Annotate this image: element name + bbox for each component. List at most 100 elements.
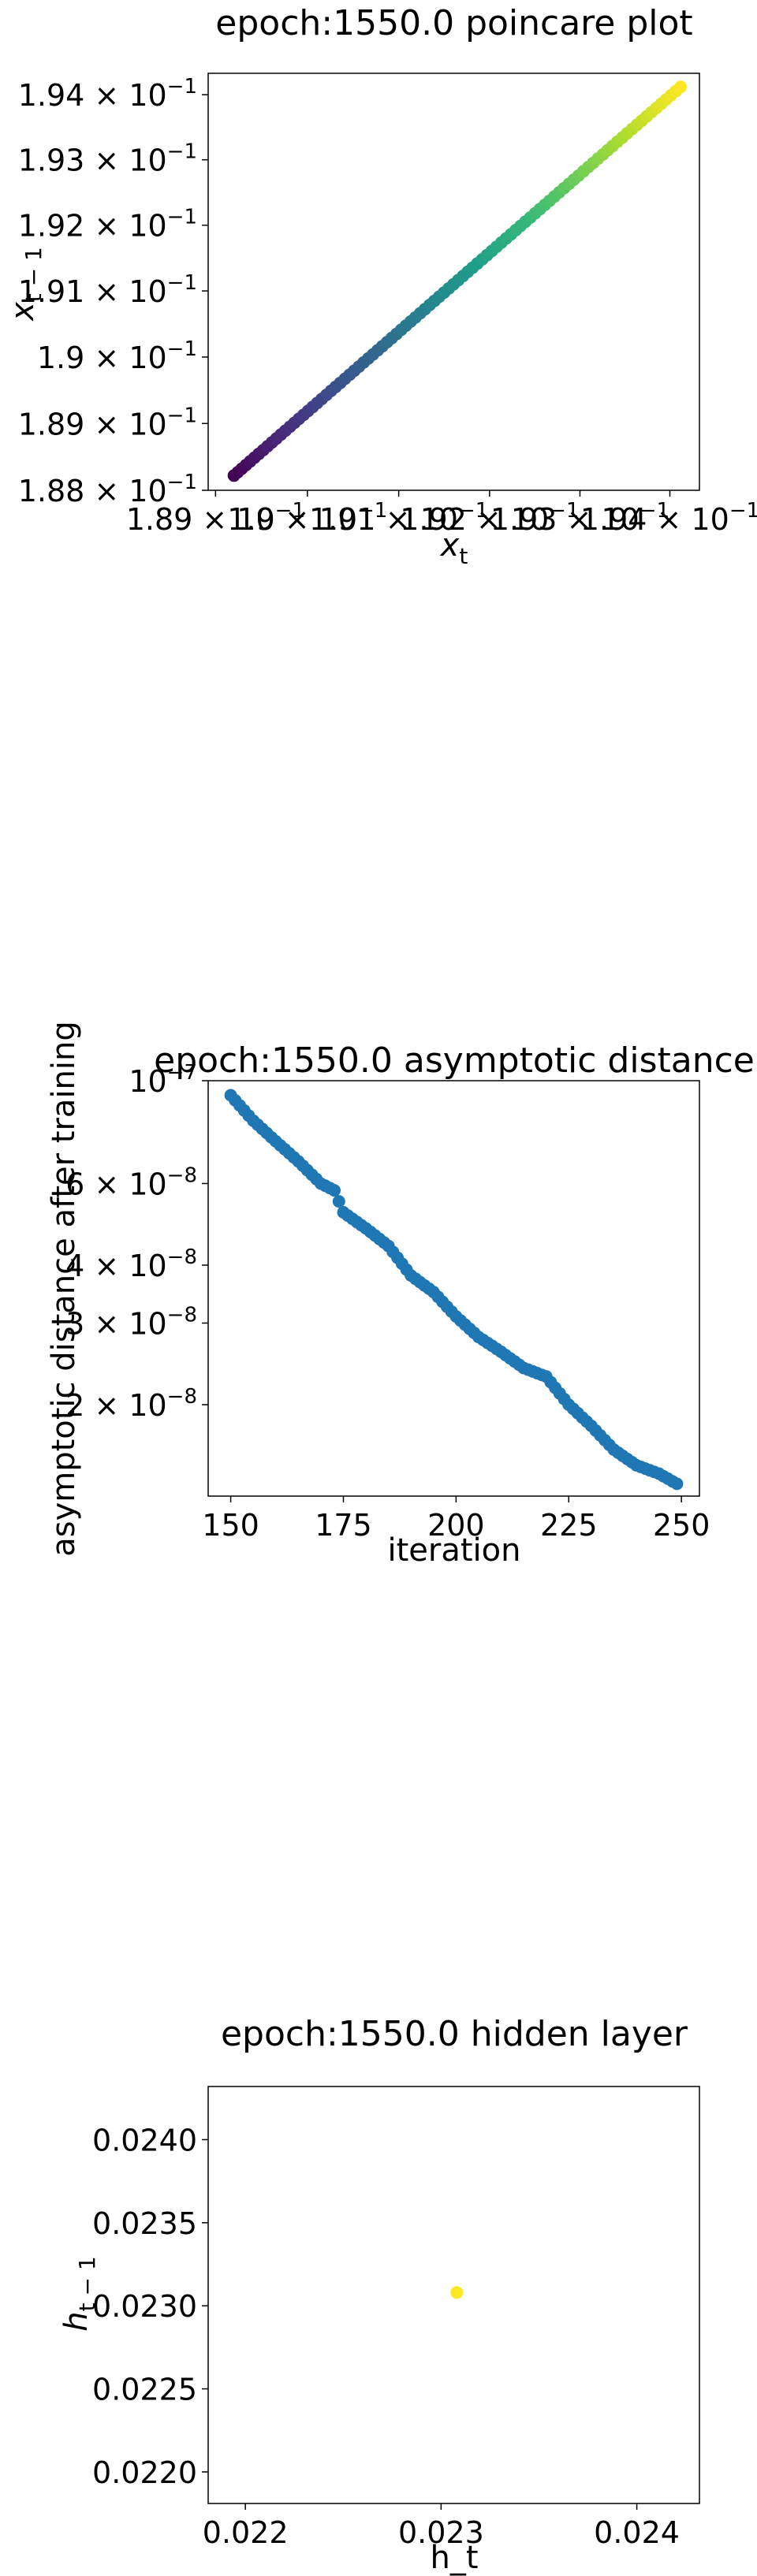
chart3-x-tick-label: 0.022 xyxy=(203,2515,289,2550)
chart3-plot-area xyxy=(207,2086,700,2504)
chart1-y-ticks: 1.88 × 10−11.89 × 10−11.9 × 10−11.91 × 1… xyxy=(18,75,208,508)
chart1-y-tick-label-mantissa: 1.91 xyxy=(18,274,85,309)
chart1-y-tick-label-base: 10 xyxy=(129,474,166,508)
chart3-title: epoch:1550.0 hidden layer xyxy=(221,2014,688,2054)
chart2-x-tick-label: 175 xyxy=(315,1508,372,1543)
chart2-y-tick-label-times: × xyxy=(84,1306,129,1341)
chart3-y-tick-label: 0.0225 xyxy=(92,2373,197,2407)
chart2-y-tick-label: 2 × 10−8 xyxy=(65,1385,197,1423)
chart2-y-tick-label-exponent: −8 xyxy=(167,1163,197,1187)
chart3-point xyxy=(450,2286,464,2299)
chart1-points xyxy=(227,80,688,482)
chart1-x-tick-label-exponent: −1 xyxy=(640,499,669,523)
chart2-point xyxy=(332,1195,345,1208)
chart2-y-tick-label-base: 10 xyxy=(129,1064,166,1099)
hidden-layer-plot: epoch:1550.0 hidden layer 0.022 0.023 0.02… xyxy=(58,2014,700,2576)
chart1-x-tick-label-times: × xyxy=(647,502,691,537)
chart1-y-tick-label-mantissa: 1.94 xyxy=(18,78,85,113)
chart1-y-tick-label: 1.88 × 10−1 xyxy=(18,471,197,508)
chart1-y-tick-label-exponent: −1 xyxy=(167,206,197,229)
chart1-y-tick-label-base: 10 xyxy=(129,143,166,178)
chart3-x-label: h_t xyxy=(430,2540,478,2576)
chart2-y-tick-label-base: 10 xyxy=(129,1167,166,1201)
chart1-y-tick-label: 1.94 × 10−1 xyxy=(18,75,197,113)
chart1-y-tick-label-exponent: −1 xyxy=(167,471,197,494)
chart3-y-tick-label: 0.0220 xyxy=(92,2455,197,2490)
chart1-x-tick-label-times: × xyxy=(467,502,511,537)
chart1-y-tick-label-base: 10 xyxy=(129,341,166,375)
chart2-y-tick-label: 10−7 xyxy=(129,1061,197,1099)
chart1-y-tick-label-exponent: −1 xyxy=(167,337,197,361)
chart2-y-tick-label-base: 10 xyxy=(129,1249,166,1283)
chart1-x-tick-label-base: 10 xyxy=(237,502,274,537)
chart2-y-tick-label-mantissa: 4 xyxy=(65,1249,84,1283)
chart2-point xyxy=(328,1184,341,1197)
chart2-y-tick-label: 6 × 10−8 xyxy=(65,1163,197,1201)
chart3-y-ticks: 0.0220 0.0225 0.0230 0.0235 0.0240 xyxy=(92,2123,208,2490)
chart1-x-tick-label-exponent: −1 xyxy=(729,499,757,523)
chart1-y-tick-label-exponent: −1 xyxy=(167,271,197,295)
chart1-x-tick-label-times: × xyxy=(557,502,601,537)
poincare-plot: epoch:1550.0 poincare plot 1.89 × 10−11.… xyxy=(5,3,757,569)
chart1-x-tick-label: 1.93 × 10−1 xyxy=(490,499,669,537)
chart3-y-tick-label: 0.0240 xyxy=(92,2123,197,2157)
chart2-x-tick-label: 150 xyxy=(202,1508,259,1543)
chart2-point xyxy=(670,1477,684,1491)
chart2-y-tick-label-exponent: −7 xyxy=(167,1061,197,1085)
chart3-y-label: ht − 1 xyxy=(58,2256,100,2331)
chart2-y-tick-label-exponent: −8 xyxy=(167,1385,197,1409)
chart1-y-tick-label-base: 10 xyxy=(129,209,166,244)
chart1-y-tick-label-exponent: −1 xyxy=(167,404,197,427)
chart1-x-tick-label-base: 10 xyxy=(601,502,639,537)
chart1-y-tick-label-times: × xyxy=(84,143,129,178)
chart2-y-tick-label-mantissa: 6 xyxy=(65,1167,84,1201)
chart2-x-ticks: 150 175 200 225 250 xyxy=(202,1496,710,1543)
chart2-y-tick-label-mantissa: 2 xyxy=(65,1388,84,1423)
chart2-y-ticks: 10−76 × 10−84 × 10−83 × 10−82 × 10−8 xyxy=(65,1061,208,1423)
chart2-x-tick-label: 225 xyxy=(540,1508,598,1543)
chart1-y-tick-label-mantissa: 1.89 xyxy=(18,407,85,441)
chart1-x-tick-label-base: 10 xyxy=(691,502,729,537)
chart1-x-tick-label-exponent: −1 xyxy=(458,499,488,523)
chart1-x-label: xt xyxy=(439,527,468,569)
chart2-y-tick-label: 4 × 10−8 xyxy=(65,1245,197,1283)
chart1-y-tick-label-base: 10 xyxy=(129,274,166,309)
chart3-y-tick-label: 0.0230 xyxy=(92,2289,197,2324)
chart1-x-tick-label-base: 10 xyxy=(420,502,458,537)
chart3-x-tick-label: 0.024 xyxy=(594,2515,680,2550)
chart1-y-tick-label: 1.92 × 10−1 xyxy=(18,206,197,244)
chart2-points xyxy=(224,1089,684,1491)
chart1-x-tick-label-base: 10 xyxy=(319,502,357,537)
chart1-x-tick-label-exponent: −1 xyxy=(357,499,387,523)
chart1-y-tick-label-mantissa: 1.92 xyxy=(18,209,85,244)
chart1-y-tick-label-mantissa: 1.9 xyxy=(37,341,84,375)
chart1-y-tick-label: 1.89 × 10−1 xyxy=(18,404,197,441)
chart1-x-tick-label-times: × xyxy=(376,502,420,537)
chart1-y-tick-label: 1.93 × 10−1 xyxy=(18,140,197,178)
asymptotic-distance-plot: epoch:1550.0 asymptotic distance 150 175 2… xyxy=(46,1021,755,1569)
chart2-y-tick-label-times: × xyxy=(84,1249,129,1283)
chart2-y-tick-label-times: × xyxy=(84,1167,129,1201)
chart2-y-tick-label-exponent: −8 xyxy=(167,1245,197,1269)
chart1-x-tick-label-base: 10 xyxy=(511,502,549,537)
chart2-y-tick-label-exponent: −8 xyxy=(167,1303,197,1327)
chart1-x-tick-label: 1.91 × 10−1 xyxy=(309,499,488,537)
chart2-plot-area xyxy=(207,1080,700,1497)
chart1-y-tick-label-times: × xyxy=(84,474,129,508)
chart1-y-tick-label-times: × xyxy=(84,78,129,113)
chart1-point xyxy=(674,80,688,94)
chart1-y-tick-label-times: × xyxy=(84,407,129,441)
chart1-y-tick-label-base: 10 xyxy=(129,78,166,113)
chart1-y-tick-label-base: 10 xyxy=(129,407,166,441)
chart2-y-label: asymptotic distance after training xyxy=(46,1021,82,1557)
chart1-x-tick-label-mantissa: 1.91 xyxy=(309,502,376,537)
chart1-y-tick-label-exponent: −1 xyxy=(167,75,197,99)
chart2-y-tick-label-base: 10 xyxy=(129,1306,166,1341)
chart1-x-tick-label-mantissa: 1.92 xyxy=(400,502,467,537)
chart1-x-tick-label-exponent: −1 xyxy=(275,499,305,523)
chart1-x-tick-label-mantissa: 1.89 xyxy=(126,502,193,537)
chart1-plot-area xyxy=(207,73,700,491)
chart1-y-tick-label-exponent: −1 xyxy=(167,140,197,164)
chart1-x-tick-label: 1.92 × 10−1 xyxy=(400,499,579,537)
